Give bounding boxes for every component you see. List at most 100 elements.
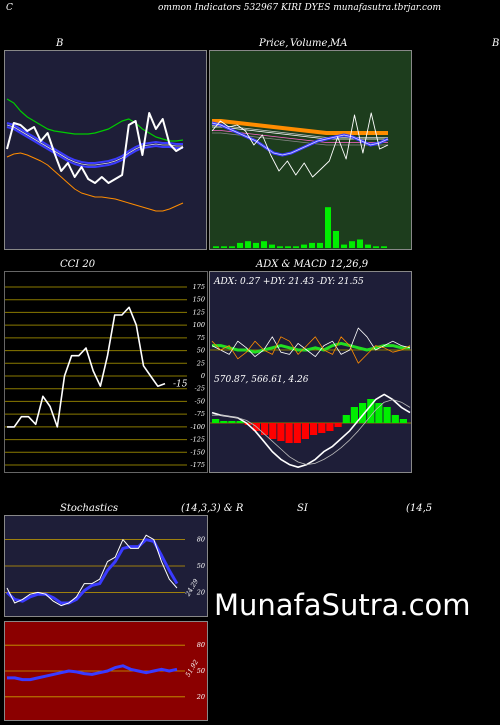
cci-tick-label: 25 bbox=[196, 359, 205, 367]
macd-histogram-bar bbox=[342, 415, 350, 423]
pv-volume-bar bbox=[253, 242, 259, 248]
adx-macd-title: ADX & MACD 12,26,9 bbox=[256, 259, 369, 270]
bollinger-chart bbox=[6, 98, 184, 212]
pv-volume-bar bbox=[349, 241, 355, 248]
plus-dy-line bbox=[211, 327, 411, 357]
macd-histogram-bar bbox=[359, 403, 367, 423]
macd-histogram-bar bbox=[399, 419, 407, 423]
macd-histogram-bar bbox=[261, 423, 269, 435]
osc-line-d bbox=[5, 538, 179, 605]
cci-line bbox=[7, 306, 166, 428]
right-edge-title: B bbox=[492, 38, 500, 49]
bb-price-line bbox=[6, 112, 184, 184]
macd-line bbox=[211, 393, 411, 468]
cci-tick-label: 50 bbox=[197, 347, 205, 355]
rsi-params: (14,5 bbox=[406, 503, 433, 514]
pv-price-line bbox=[211, 112, 389, 178]
pv-volume-bar bbox=[293, 246, 299, 248]
bb-lower-line bbox=[6, 152, 184, 212]
bb-middle-line-core bbox=[6, 124, 183, 166]
stochastics-title: Stochastics bbox=[60, 503, 118, 514]
cci-tick-label: -175 bbox=[190, 461, 205, 469]
macd-histogram-bar bbox=[236, 421, 244, 423]
cci-tick-label: -150 bbox=[190, 448, 205, 456]
macd-histogram-bar bbox=[375, 403, 383, 423]
adx-macd-panel: ADX: 0.27 +DY: 21.43 -DY: 21.55 570.87, 5… bbox=[209, 271, 412, 473]
macd-histogram-bar bbox=[326, 423, 334, 431]
pv-ma-orange-line bbox=[212, 119, 388, 135]
macd-histogram-bar bbox=[277, 423, 285, 441]
macd-histogram-bar bbox=[212, 419, 220, 423]
macd-readout: 570.87, 566.61, 4.26 bbox=[214, 375, 309, 385]
adx-line bbox=[212, 341, 410, 354]
adx-readout: ADX: 0.27 +DY: 21.43 -DY: 21.55 bbox=[213, 277, 364, 287]
bb-middle-line-bottom bbox=[6, 126, 183, 168]
osc-tick-label: 50 bbox=[197, 562, 205, 570]
pv-volume-bar bbox=[373, 246, 379, 248]
pv-volume-bar bbox=[317, 242, 323, 248]
cci-tick-label: 0 bbox=[201, 372, 205, 380]
price-title-volume: Volume, bbox=[290, 38, 331, 49]
macd-histogram-bar bbox=[391, 415, 399, 423]
bb-middle-line-top bbox=[6, 122, 183, 164]
macd-histogram-bar bbox=[350, 407, 358, 423]
macd-histogram-bar bbox=[367, 399, 375, 423]
osc-line-rsi bbox=[7, 664, 178, 682]
pv-volume-bar bbox=[333, 231, 339, 248]
macd-histogram-bar bbox=[318, 423, 326, 433]
pv-volume-bar bbox=[325, 207, 331, 248]
pv-volume-bar bbox=[301, 244, 307, 248]
pv-volume-bar bbox=[213, 246, 219, 248]
pv-volume-bar bbox=[381, 246, 387, 248]
cci-tick-label: 100 bbox=[193, 321, 205, 329]
pv-volume-bar bbox=[245, 241, 251, 248]
pv-volume-bar bbox=[341, 244, 347, 248]
pv-volume-bar bbox=[277, 246, 283, 248]
cci-panel: 175 150 125 100 75 50 25 0 -25 -50 -75 -100 -125 -150… bbox=[4, 271, 208, 473]
cci-tick-label: -100 bbox=[190, 423, 205, 431]
osc-tick-label: 80 bbox=[197, 641, 205, 649]
cci-last-value: -15 bbox=[173, 380, 188, 390]
page-title: ommon Indicators 532967 KIRI DYES munafa… bbox=[158, 3, 441, 13]
bb-upper-line bbox=[6, 98, 184, 142]
cci-chart: 175 150 125 100 75 50 25 0 -25 -50 -75 -100 -125 -150… bbox=[5, 283, 205, 469]
pv-volume-bar bbox=[365, 244, 371, 248]
pv-volume-bar bbox=[237, 242, 243, 248]
pv-volume-bar bbox=[285, 246, 291, 248]
stochastics-params: (14,3,3) & R bbox=[181, 503, 244, 514]
cci-tick-label: -125 bbox=[190, 436, 205, 444]
cci-tick-label: 150 bbox=[193, 296, 205, 304]
macd-histogram-bar bbox=[383, 407, 391, 423]
macd-histogram-bar bbox=[334, 423, 342, 427]
macd-histogram-bar bbox=[269, 423, 277, 439]
osc-tick-label: 20 bbox=[196, 693, 205, 701]
bollinger-title: B bbox=[56, 38, 64, 49]
macd-signal-line bbox=[212, 399, 411, 466]
cci-title: CCI 20 bbox=[60, 259, 96, 270]
osc-line-k bbox=[6, 534, 178, 607]
cci-tick-label: -75 bbox=[195, 410, 205, 418]
pv-volume-bar bbox=[269, 244, 275, 248]
osc-tick-label: 20 bbox=[196, 588, 205, 596]
pv-ma-blue-core bbox=[211, 122, 389, 156]
minus-dy-line bbox=[211, 336, 411, 364]
cci-tick-label: -50 bbox=[195, 397, 205, 405]
macd-histogram-bar bbox=[293, 423, 301, 443]
watermark: MunafaSutra.com bbox=[214, 588, 471, 622]
cci-tick-label: 125 bbox=[193, 308, 205, 316]
price-volume-panel bbox=[209, 50, 412, 250]
pv-volume-bar bbox=[309, 242, 315, 248]
cci-tick-label: 75 bbox=[197, 334, 205, 342]
pv-volume-bar bbox=[229, 246, 235, 248]
macd-histogram-bar bbox=[220, 421, 228, 423]
rsi-panel: 80 50 20 51.92 bbox=[4, 621, 208, 721]
macd-histogram-bar bbox=[310, 423, 318, 435]
macd-histogram-bar bbox=[285, 423, 293, 443]
macd-histogram-bar bbox=[228, 421, 236, 423]
header-left-letter: C bbox=[6, 3, 13, 13]
osc-tick-label: 80 bbox=[197, 536, 205, 544]
macd-histogram-bar bbox=[301, 423, 309, 439]
pv-volume-bar bbox=[357, 239, 363, 248]
